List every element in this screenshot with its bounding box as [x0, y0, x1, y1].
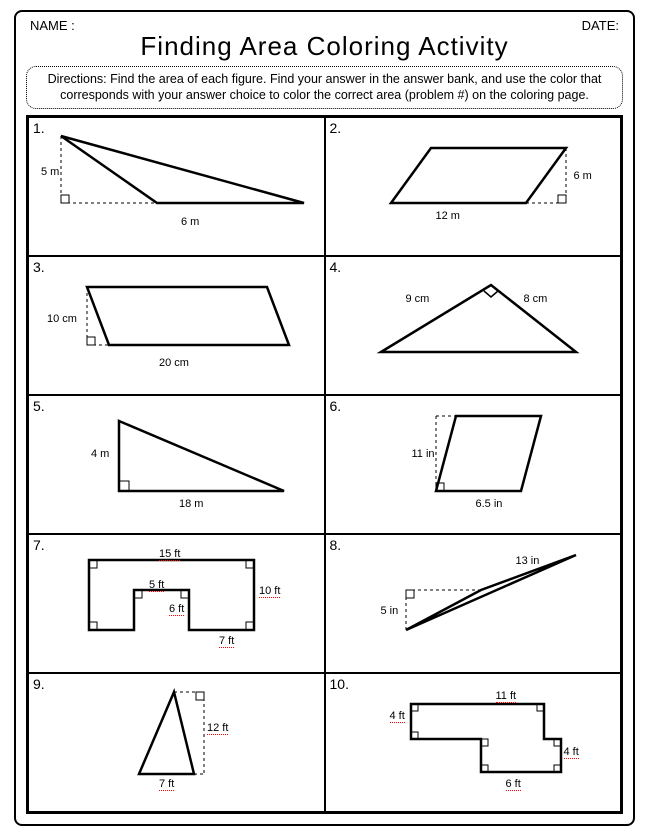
dimension-label: 11 in [412, 448, 435, 460]
figure-triangle [326, 535, 622, 665]
figure-parallelogram [326, 396, 622, 526]
problem-cell: 6. 11 in6.5 in [325, 395, 622, 534]
dimension-label: 7 ft [219, 635, 234, 648]
dimension-label: 12 m [436, 210, 460, 222]
problem-cell: 7. 15 ft5 ft6 ft10 ft7 ft [28, 534, 325, 673]
problem-cell: 5. 4 m18 m [28, 395, 325, 534]
problem-cell: 2. 12 m6 m [325, 117, 622, 256]
dimension-label: 6 ft [169, 603, 184, 616]
problem-cell: 4. 9 cm8 cm [325, 256, 622, 395]
dimension-label: 4 ft [390, 710, 405, 723]
dimension-label: 9 cm [406, 293, 430, 305]
figure-triangle [326, 257, 622, 387]
dimension-label: 5 ft [149, 579, 164, 592]
figure-triangle [29, 118, 325, 248]
worksheet-page: NAME : DATE: Finding Area Coloring Activ… [14, 10, 635, 826]
dimension-label: 11 ft [496, 690, 517, 703]
dimension-label: 10 ft [259, 585, 280, 598]
problem-cell: 8. 13 in5 in [325, 534, 622, 673]
dimension-label: 10 cm [47, 313, 77, 325]
dimension-label: 4 ft [564, 746, 579, 759]
dimension-label: 6.5 in [476, 498, 503, 510]
problem-cell: 3. 10 cm20 cm [28, 256, 325, 395]
problem-cell: 10. 11 ft4 ft4 ft6 ft [325, 673, 622, 812]
figure-triangle [29, 396, 325, 526]
page-title: Finding Area Coloring Activity [26, 31, 623, 62]
figure-composite [326, 674, 622, 804]
dimension-label: 20 cm [159, 357, 189, 369]
dimension-label: 6 m [574, 170, 592, 182]
dimension-label: 18 m [179, 498, 203, 510]
dimension-label: 15 ft [159, 548, 180, 561]
figure-triangle [29, 674, 325, 804]
dimension-label: 12 ft [207, 722, 228, 735]
dimension-label: 6 m [181, 216, 199, 228]
dimension-label: 5 in [381, 605, 399, 617]
directions-box: Directions: Find the area of each figure… [26, 66, 623, 109]
dimension-label: 5 m [41, 166, 59, 178]
dimension-label: 13 in [516, 555, 540, 567]
dimension-label: 4 m [91, 448, 109, 460]
problem-cell: 9. 12 ft7 ft [28, 673, 325, 812]
dimension-label: 6 ft [506, 778, 521, 791]
problem-cell: 1. 5 m6 m [28, 117, 325, 256]
problems-grid: 1. 5 m6 m 2. 12 m6 m 3. [26, 115, 623, 815]
figure-parallelogram [326, 118, 622, 248]
dimension-label: 7 ft [159, 778, 174, 791]
dimension-label: 8 cm [524, 293, 548, 305]
